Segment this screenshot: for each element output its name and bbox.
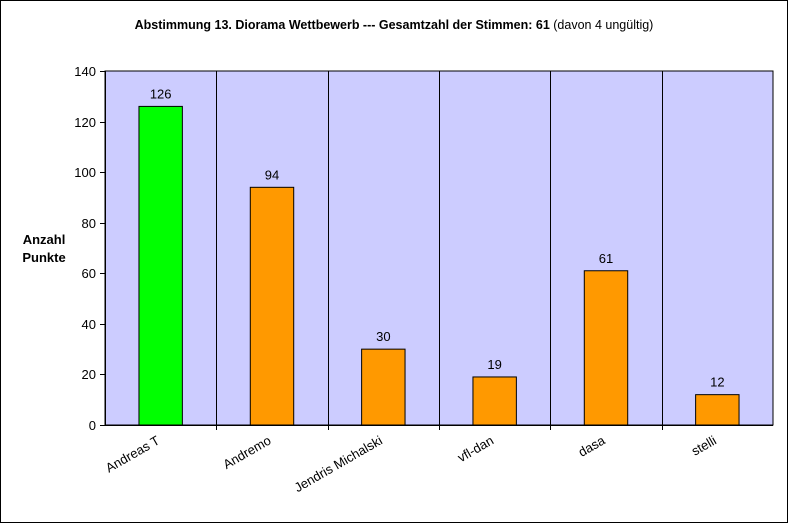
y-tick-label-3: 60 — [82, 266, 96, 281]
x-tick-label-0: Andreas T — [103, 433, 162, 476]
bar-2 — [361, 348, 406, 426]
x-ticks: Andreas T Andremo Jendris Michalski vfl-dan… — [103, 432, 719, 495]
y-tick-label-6: 120 — [74, 115, 96, 130]
y-tick-label-2: 40 — [82, 317, 96, 332]
bar-3 — [472, 376, 517, 426]
value-labels: 126 94 30 19 61 12 — [150, 86, 725, 389]
y-axis-label: Anzahl Punkte — [12, 231, 76, 267]
chart-title: Abstimmung 13. Diorama Wettbewerb --- Ge… — [0, 18, 788, 32]
value-label-3: 19 — [487, 357, 501, 372]
value-label-0: 126 — [150, 86, 172, 101]
value-label-2: 30 — [376, 329, 390, 344]
bars — [138, 105, 740, 426]
value-label-4: 61 — [599, 251, 613, 266]
value-label-1: 94 — [265, 167, 279, 182]
chart-title-main: Abstimmung 13. Diorama Wettbewerb --- Ge… — [134, 18, 550, 32]
x-tick-label-4: dasa — [576, 432, 609, 459]
x-tick-label-5: stelli — [689, 433, 719, 459]
y-tick-label-4: 80 — [82, 216, 96, 231]
y-tick-label-1: 20 — [82, 367, 96, 382]
y-axis-label-line1: Anzahl — [22, 232, 66, 247]
y-tick-label-7: 140 — [74, 64, 96, 79]
y-axis-label-line2: Punkte — [22, 250, 66, 265]
x-tick-label-2: Jendris Michalski — [292, 433, 385, 496]
y-tick-label-0: 0 — [89, 418, 96, 433]
bar-1 — [249, 186, 295, 426]
x-tick-label-1: Andremo — [220, 433, 273, 472]
bar-0 — [138, 105, 183, 426]
axes — [105, 71, 773, 426]
y-ticks: 0 20 40 60 80 100 120 140 — [74, 64, 105, 433]
value-label-5: 12 — [710, 375, 724, 390]
bar-4 — [583, 270, 629, 426]
bar-5 — [695, 394, 740, 426]
x-tick-label-3: vfl-dan — [455, 433, 496, 466]
chart-subtitle: (davon 4 ungültig) — [553, 18, 654, 32]
y-tick-label-5: 100 — [74, 165, 96, 180]
category-separators — [216, 71, 663, 430]
